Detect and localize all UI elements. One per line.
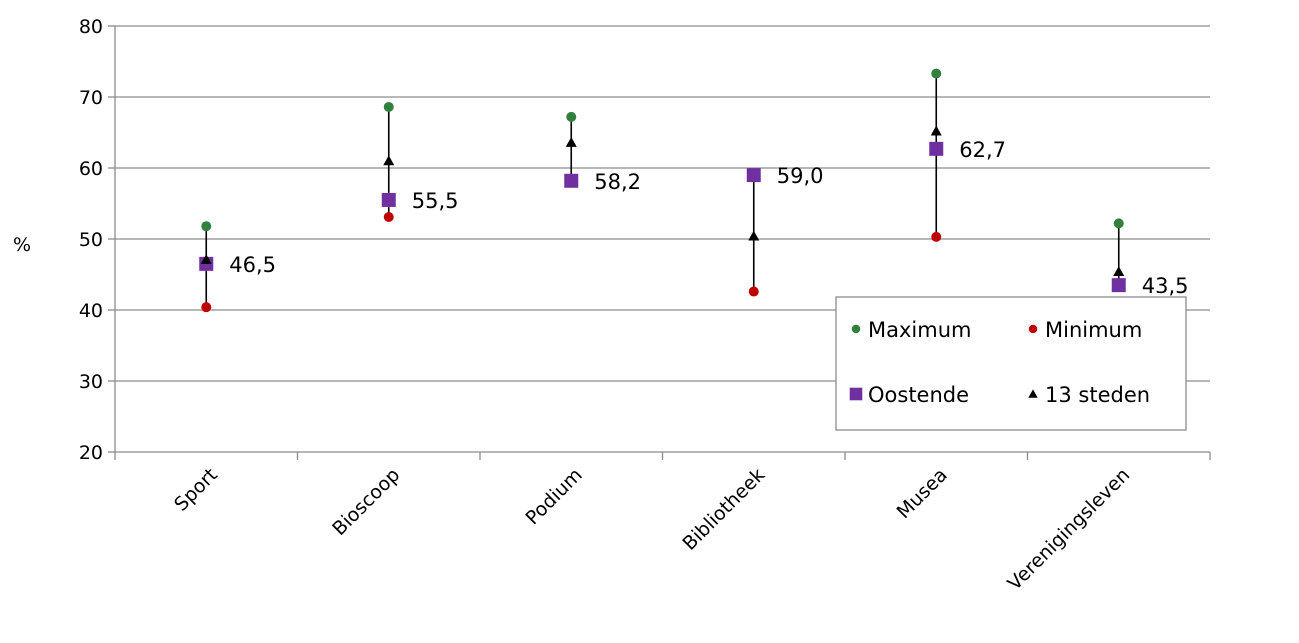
y-tick-label-80: 80 [79, 16, 103, 38]
y-tick-label-70: 70 [79, 87, 103, 109]
data-label-verenigingsleven: 43,5 [1142, 274, 1189, 298]
axes [108, 25, 1211, 460]
data-labels: 46,5 55,5 58,2 59,0 62,7 43,5 [229, 138, 1188, 298]
marker-maximum-bioscoop [383, 101, 394, 112]
marker-maximum-podium [566, 111, 577, 122]
y-tick-labels: 20 30 40 50 60 70 80 [79, 16, 103, 464]
legend-label-minimum: Minimum [1045, 318, 1142, 342]
data-label-bioscoop: 55,5 [412, 189, 459, 213]
category-label-sport: Sport [170, 464, 222, 516]
marker-maximum-sport [201, 221, 212, 232]
y-tick-label-30: 30 [79, 371, 103, 393]
marker-maximum-musea [931, 68, 942, 79]
category-labels: Sport Bioscoop Podium Bibliotheek Musea Veren… [170, 464, 1134, 595]
legend-marker-maximum [851, 324, 861, 334]
legend-marker-oostende [849, 387, 863, 401]
marker-oostende-musea [929, 141, 944, 156]
legend-marker-minimum [1028, 324, 1038, 334]
range-lines [205, 73, 1120, 308]
marker-minimum-sport [201, 302, 212, 313]
legend-label-13-steden: 13 steden [1045, 383, 1150, 407]
marker-13-steden-musea [930, 125, 942, 136]
marker-oostende-podium [564, 173, 579, 188]
data-label-podium: 58,2 [594, 170, 641, 194]
data-label-bibliotheek: 59,0 [777, 164, 824, 188]
y-tick-label-60: 60 [79, 158, 103, 180]
legend-marker-13-steden [1028, 389, 1038, 398]
legend: Maximum Minimum Oostende 13 steden [835, 296, 1187, 431]
legend-label-maximum: Maximum [868, 318, 971, 342]
category-label-podium: Podium [522, 464, 587, 529]
data-label-musea: 62,7 [959, 138, 1006, 162]
data-markers [199, 68, 1126, 313]
marker-maximum-verenigingsleven [1113, 218, 1124, 229]
category-label-musea: Musea [893, 464, 952, 523]
legend-box [835, 296, 1187, 431]
legend-label-oostende: Oostende [868, 383, 969, 407]
marker-oostende-bioscoop [381, 192, 396, 207]
marker-oostende-bibliotheek [746, 168, 761, 183]
marker-minimum-bioscoop [383, 211, 394, 222]
y-axis-label: % [13, 234, 31, 256]
marker-minimum-bibliotheek [748, 286, 759, 297]
y-tick-label-20: 20 [79, 442, 103, 464]
y-tick-label-50: 50 [79, 229, 103, 251]
category-label-bibliotheek: Bibliotheek [678, 464, 769, 555]
marker-13-steden-verenigingsleven [1113, 266, 1125, 277]
marker-13-steden-bioscoop [383, 155, 395, 166]
marker-minimum-musea [931, 231, 942, 242]
marker-13-steden-bibliotheek [748, 230, 760, 241]
category-label-verenigingsleven: Verenigingsleven [1004, 464, 1135, 595]
marker-13-steden-podium [565, 136, 577, 147]
y-tick-label-40: 40 [79, 300, 103, 322]
marker-oostende-verenigingsleven [1111, 278, 1126, 293]
category-label-bioscoop: Bioscoop [328, 464, 404, 540]
marker-13-steden-sport [200, 254, 212, 264]
data-label-sport: 46,5 [229, 253, 276, 277]
